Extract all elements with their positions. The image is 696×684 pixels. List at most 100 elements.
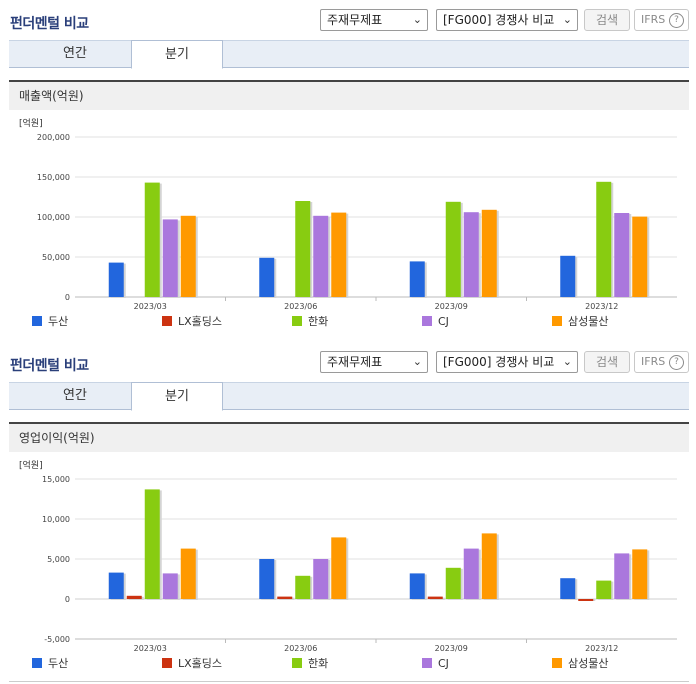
fundamental-section-revenue: 펀더멘털 비교 주재무제표 ⌄ [FG000] 경쟁사 비교 ⌄ 검색 IFRS… — [0, 0, 696, 328]
bar-삼성물산-2023/12[interactable] — [632, 549, 648, 599]
bar-두산-2023/06[interactable] — [259, 257, 275, 297]
bar-삼성물산-2023/12[interactable] — [632, 216, 648, 297]
legend-item-LX홀딩스[interactable]: LX홀딩스 — [162, 315, 222, 328]
bar-삼성물산-2023/06[interactable] — [331, 212, 347, 297]
unit-label: [억원] — [19, 117, 43, 129]
bar-한화-2023/03[interactable] — [144, 182, 160, 297]
y-tick-label: 0 — [65, 595, 70, 604]
bar-두산-2023/12[interactable] — [560, 578, 576, 599]
legend-item-CJ[interactable]: CJ — [422, 315, 449, 328]
unit-label: [억원] — [19, 459, 43, 471]
period-tabs: 연간 분기 — [9, 382, 689, 411]
legend-swatch — [292, 658, 302, 668]
tab-annual[interactable]: 연간 — [63, 388, 87, 403]
legend-item-LX홀딩스[interactable]: LX홀딩스 — [162, 657, 222, 670]
bar-CJ-2023/09[interactable] — [463, 548, 479, 599]
y-tick-label: 200,000 — [37, 133, 70, 142]
x-tick-label: 2023/12 — [585, 644, 618, 653]
fundamental-section-operating-profit: 펀더멘털 비교 주재무제표 ⌄ [FG000] 경쟁사 비교 ⌄ 검색 IFRS… — [0, 342, 696, 684]
x-tick-label: 2023/03 — [134, 644, 167, 653]
statement-type-select[interactable]: 주재무제표 ⌄ — [320, 9, 428, 31]
bar-한화-2023/06[interactable] — [295, 201, 311, 297]
statement-type-value: 주재무제표 — [327, 355, 383, 369]
tab-annual[interactable]: 연간 — [63, 46, 87, 61]
section-title: 펀더멘털 비교 — [10, 16, 89, 32]
bar-삼성물산-2023/03[interactable] — [180, 548, 196, 599]
bar-LX홀딩스-2023/03[interactable] — [126, 595, 142, 599]
bar-두산-2023/09[interactable] — [409, 573, 425, 599]
peer-group-select[interactable]: [FG000] 경쟁사 비교 ⌄ — [436, 9, 578, 31]
peer-group-select[interactable]: [FG000] 경쟁사 비교 ⌄ — [436, 351, 578, 373]
legend-swatch — [292, 316, 302, 326]
legend-label: LX홀딩스 — [178, 315, 222, 328]
x-tick-label: 2023/09 — [435, 302, 468, 311]
x-tick-label: 2023/03 — [134, 302, 167, 311]
bar-CJ-2023/03[interactable] — [162, 219, 178, 297]
y-tick-label: -5,000 — [44, 635, 70, 644]
bar-두산-2023/09[interactable] — [409, 261, 425, 297]
bar-CJ-2023/06[interactable] — [313, 215, 329, 297]
legend-label: 삼성물산 — [568, 315, 608, 328]
bar-두산-2023/12[interactable] — [560, 255, 576, 297]
bar-CJ-2023/12[interactable] — [614, 213, 630, 297]
bar-한화-2023/12[interactable] — [596, 580, 612, 599]
ifrs-button[interactable]: IFRS ? — [634, 9, 689, 31]
peer-group-value: [FG000] 경쟁사 비교 — [443, 13, 555, 27]
bar-삼성물산-2023/09[interactable] — [481, 209, 497, 297]
section-header: 펀더멘털 비교 주재무제표 ⌄ [FG000] 경쟁사 비교 ⌄ 검색 IFRS… — [0, 0, 696, 40]
help-icon: ? — [669, 13, 684, 28]
bar-한화-2023/03[interactable] — [144, 489, 160, 599]
bar-삼성물산-2023/09[interactable] — [481, 533, 497, 599]
bar-한화-2023/12[interactable] — [596, 181, 612, 297]
bar-삼성물산-2023/06[interactable] — [331, 537, 347, 599]
x-tick-label: 2023/12 — [585, 302, 618, 311]
divider — [9, 681, 689, 682]
legend-item-CJ[interactable]: CJ — [422, 657, 449, 670]
bar-CJ-2023/09[interactable] — [463, 212, 479, 297]
period-tabs: 연간 분기 — [9, 40, 689, 69]
y-tick-label: 10,000 — [42, 515, 70, 524]
legend-item-한화[interactable]: 한화 — [292, 657, 328, 670]
legend-swatch — [422, 316, 432, 326]
ifrs-button[interactable]: IFRS ? — [634, 351, 689, 373]
bar-CJ-2023/06[interactable] — [313, 559, 329, 599]
legend-label: CJ — [438, 657, 449, 670]
search-button[interactable]: 검색 — [584, 9, 630, 31]
peer-group-value: [FG000] 경쟁사 비교 — [443, 355, 555, 369]
tab-quarterly[interactable]: 분기 — [131, 382, 223, 411]
legend-item-삼성물산[interactable]: 삼성물산 — [552, 315, 608, 328]
bar-CJ-2023/12[interactable] — [614, 553, 630, 599]
legend-swatch — [422, 658, 432, 668]
section-header: 펀더멘털 비교 주재무제표 ⌄ [FG000] 경쟁사 비교 ⌄ 검색 IFRS… — [0, 342, 696, 382]
y-tick-label: 100,000 — [37, 213, 70, 222]
y-tick-label: 0 — [65, 293, 70, 302]
statement-type-select[interactable]: 주재무제표 ⌄ — [320, 351, 428, 373]
chart-title: 매출액(억원) — [9, 80, 689, 110]
tab-quarterly[interactable]: 분기 — [131, 40, 223, 69]
bar-LX홀딩스-2023/12[interactable] — [578, 599, 594, 601]
y-tick-label: 50,000 — [42, 253, 70, 262]
bar-두산-2023/03[interactable] — [108, 572, 124, 599]
bar-CJ-2023/03[interactable] — [162, 573, 178, 599]
legend-swatch — [162, 316, 172, 326]
bar-한화-2023/09[interactable] — [445, 201, 461, 297]
bar-두산-2023/06[interactable] — [259, 559, 275, 599]
section-title: 펀더멘털 비교 — [10, 358, 89, 374]
bar-한화-2023/06[interactable] — [295, 575, 311, 599]
bar-한화-2023/09[interactable] — [445, 567, 461, 599]
legend-item-삼성물산[interactable]: 삼성물산 — [552, 657, 608, 670]
bar-LX홀딩스-2023/09[interactable] — [427, 596, 443, 599]
legend-item-두산[interactable]: 두산 — [32, 657, 68, 670]
legend-item-한화[interactable]: 한화 — [292, 315, 328, 328]
bar-삼성물산-2023/03[interactable] — [180, 215, 196, 297]
legend-item-두산[interactable]: 두산 — [32, 315, 68, 328]
search-button[interactable]: 검색 — [584, 351, 630, 373]
legend-swatch — [162, 658, 172, 668]
chart-title: 영업이익(억원) — [9, 422, 689, 452]
bar-LX홀딩스-2023/06[interactable] — [277, 596, 293, 599]
legend-label: 한화 — [308, 657, 328, 670]
y-tick-label: 150,000 — [37, 173, 70, 182]
x-tick-label: 2023/09 — [435, 644, 468, 653]
legend-swatch — [552, 658, 562, 668]
bar-두산-2023/03[interactable] — [108, 262, 124, 297]
